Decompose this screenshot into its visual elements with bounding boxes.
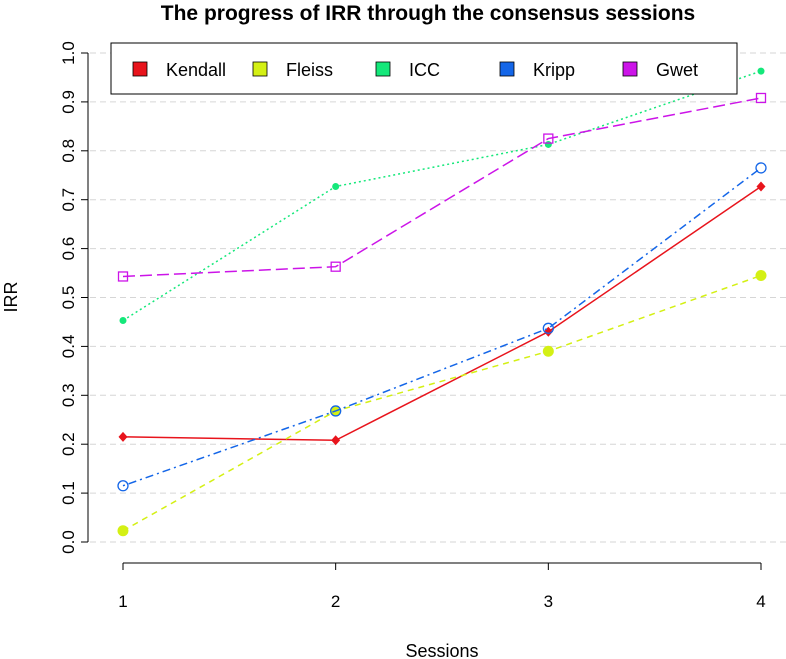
data-point — [330, 405, 342, 417]
data-point — [757, 67, 765, 75]
y-tick-label: 0.7 — [59, 188, 78, 212]
legend-swatch — [132, 61, 148, 77]
series-line — [122, 167, 762, 487]
series-layer — [117, 67, 767, 537]
data-point — [117, 525, 129, 537]
data-point — [755, 162, 767, 174]
series-line — [122, 274, 762, 532]
series-kendall — [118, 181, 766, 446]
data-point — [544, 140, 552, 148]
series-line — [122, 97, 762, 278]
axes: 0.0 0.1 0.2 0.3 0.4 0.5 0.6 0.7 0.8 0.9 1.0 1 2 3 4 — [59, 41, 766, 611]
data-point — [542, 322, 554, 334]
legend-item-kendall: Kendall — [132, 60, 226, 80]
legend-swatch — [252, 61, 268, 77]
series-icc — [119, 67, 765, 324]
legend-label: ICC — [409, 60, 440, 80]
legend-swatch — [375, 61, 391, 77]
data-point — [118, 431, 128, 442]
legend-swatch — [622, 61, 638, 77]
y-tick-label: 0.3 — [59, 383, 78, 407]
data-point — [330, 261, 341, 272]
x-tick-label: 4 — [756, 592, 765, 611]
y-tick-label: 0.9 — [59, 90, 78, 114]
y-tick-label: 0.1 — [59, 481, 78, 505]
legend-swatch — [499, 61, 515, 77]
series-gwet — [117, 92, 767, 282]
y-tick-label: 1.0 — [59, 41, 78, 65]
series-line — [122, 185, 762, 442]
x-tick-label: 2 — [331, 592, 340, 611]
grid-lines — [90, 52, 786, 543]
y-tick-label: 0.6 — [59, 237, 78, 261]
data-point — [543, 133, 554, 144]
y-tick-label: 0.0 — [59, 530, 78, 554]
legend-item-gwet: Gwet — [622, 60, 698, 80]
data-point — [119, 316, 127, 324]
x-axis-label: Sessions — [405, 641, 478, 659]
data-point — [332, 182, 340, 190]
series-kripp — [117, 162, 767, 492]
data-point — [755, 269, 767, 281]
legend-label: Gwet — [656, 60, 698, 80]
legend-label: Fleiss — [286, 60, 333, 80]
legend-item-fleiss: Fleiss — [252, 60, 333, 80]
legend: Kendall Fleiss ICC Kripp Gwet — [110, 42, 738, 95]
y-tick-label: 0.8 — [59, 139, 78, 163]
series-fleiss — [117, 269, 767, 537]
x-tick-label: 3 — [544, 592, 553, 611]
series-line — [122, 70, 762, 322]
legend-item-icc: ICC — [375, 60, 440, 80]
legend-label: Kendall — [166, 60, 226, 80]
chart-title: The progress of IRR through the consensu… — [161, 2, 695, 25]
data-point — [542, 345, 554, 357]
y-tick-label: 0.2 — [59, 432, 78, 456]
data-point — [755, 92, 767, 104]
y-tick-label: 0.4 — [59, 335, 78, 359]
y-tick-label: 0.5 — [59, 286, 78, 310]
data-point — [117, 271, 129, 282]
data-point — [117, 480, 129, 492]
y-axis-label: IRR — [1, 282, 21, 313]
data-point — [756, 181, 766, 192]
data-point — [331, 435, 341, 446]
x-tick-label: 1 — [118, 592, 127, 611]
legend-item-kripp: Kripp — [499, 60, 575, 80]
legend-label: Kripp — [533, 60, 575, 80]
